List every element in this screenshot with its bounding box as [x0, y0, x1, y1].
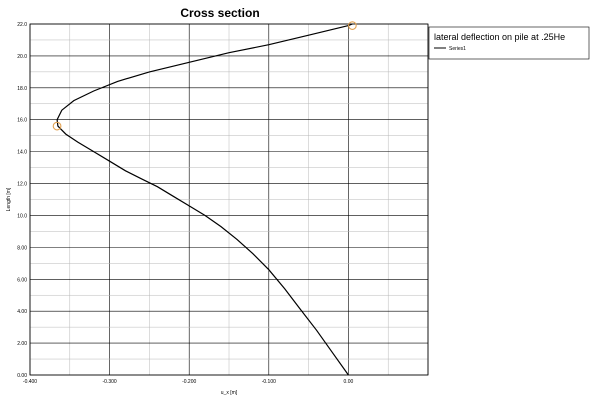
x-tick-label: -0.300 — [103, 379, 117, 385]
highlight-markers — [52, 21, 357, 131]
legend: lateral deflection on pile at .25He Seri… — [428, 26, 590, 60]
plot-frame — [29, 23, 429, 376]
y-tick-label: 8.00 — [17, 245, 27, 251]
chart-title: Cross section — [180, 6, 259, 20]
highlight-marker — [52, 121, 62, 131]
legend-label-series1: Series1 — [449, 46, 466, 52]
y-tick-label: 2.00 — [17, 341, 27, 347]
legend-box — [428, 26, 590, 60]
series-line-series1 — [56, 23, 353, 376]
y-tick-label: 22.0 — [17, 22, 27, 28]
x-tick-label: -0.200 — [182, 379, 196, 385]
y-tick-label: 18.0 — [17, 86, 27, 92]
x-tick-label: 0.00 — [344, 379, 354, 385]
x-tick-label: -0.100 — [262, 379, 276, 385]
y-tick-label: 12.0 — [17, 182, 27, 188]
y-tick-label: 4.00 — [17, 309, 27, 315]
x-tick-labels: -0.400 -0.300 -0.200 -0.100 0.00 — [23, 379, 354, 385]
y-tick-label: 6.00 — [17, 277, 27, 283]
y-tick-labels: 0.00 2.00 4.00 6.00 8.00 10.0 12.0 14.0 16.0 18.0… — [17, 22, 27, 379]
y-tick-label: 10.0 — [17, 213, 27, 219]
y-axis-label: Length [m] — [6, 187, 12, 211]
x-axis-label: u_x [m] — [221, 390, 238, 396]
y-tick-label: 20.0 — [17, 54, 27, 60]
y-tick-label: 16.0 — [17, 118, 27, 124]
legend-title: lateral deflection on pile at .25He — [434, 32, 565, 42]
x-tick-label: -0.400 — [23, 379, 37, 385]
highlight-marker — [348, 21, 357, 30]
y-tick-label: 14.0 — [17, 150, 27, 156]
y-tick-label: 0.00 — [17, 373, 27, 379]
chart-grid — [29, 23, 429, 376]
